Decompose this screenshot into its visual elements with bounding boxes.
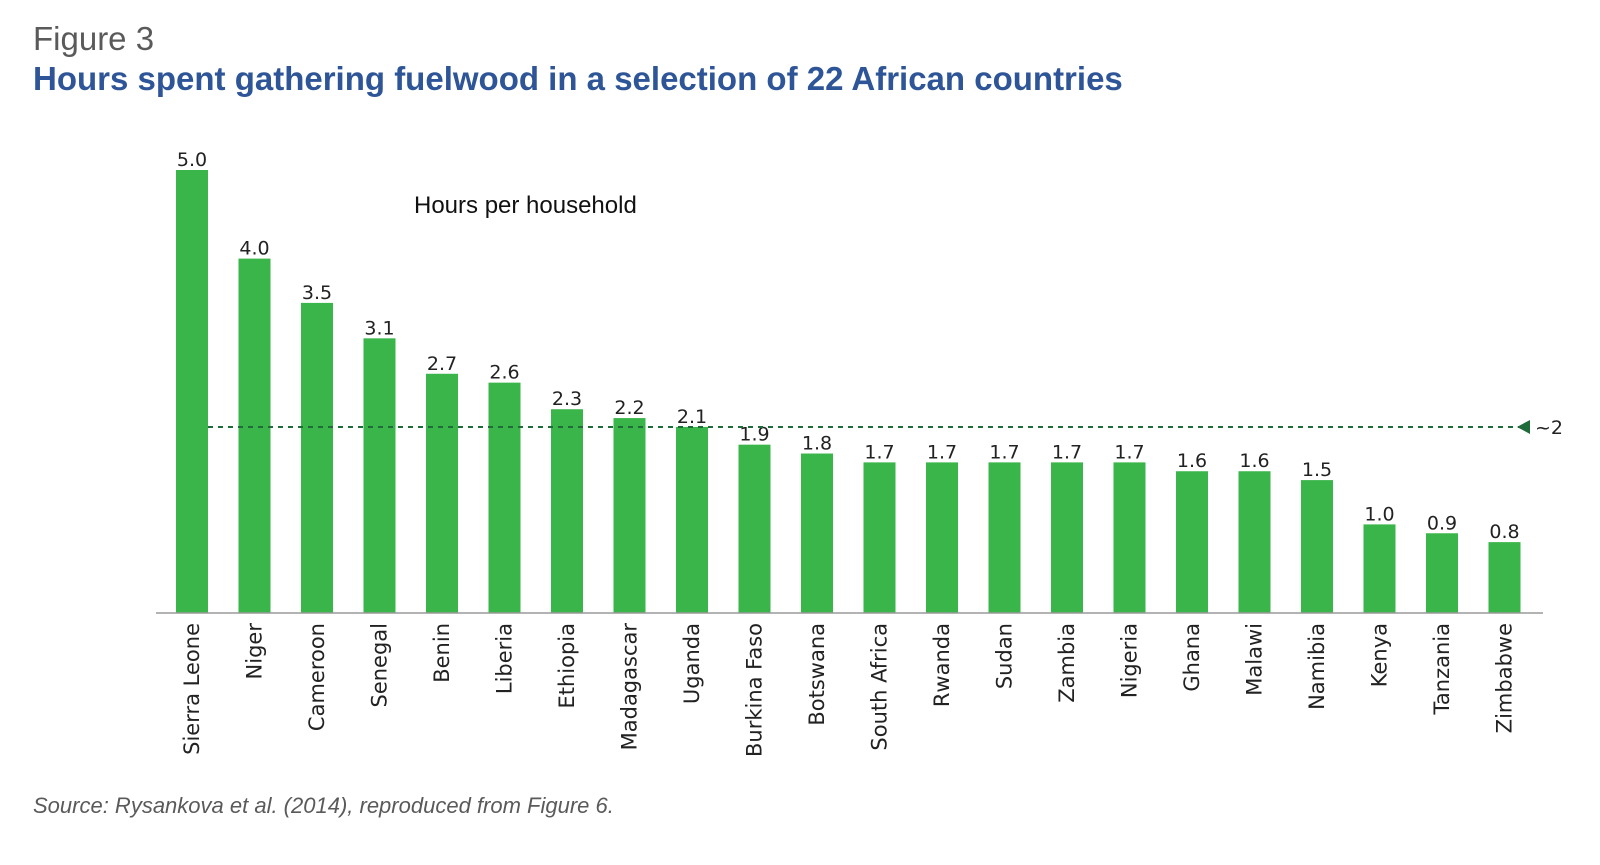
chart-title: Hours spent gathering fuelwood in a sele… <box>33 60 1123 97</box>
category-label-zimbabwe: Zimbabwe <box>1493 623 1517 733</box>
category-label-ghana: Ghana <box>1180 623 1204 692</box>
value-label-rwanda: 1.7 <box>927 441 957 463</box>
bar-sudan <box>988 462 1021 613</box>
value-label-nigeria: 1.7 <box>1114 441 1144 463</box>
category-label-sudan: Sudan <box>993 623 1017 689</box>
bar-tanzania <box>1426 533 1458 613</box>
category-label-sierra-leone: Sierra Leone <box>180 623 204 755</box>
bar-ethiopia <box>551 409 583 613</box>
value-label-senegal: 3.1 <box>364 317 394 339</box>
value-label-ghana: 1.6 <box>1177 450 1207 472</box>
category-label-niger: Niger <box>243 623 267 680</box>
bar-ghana <box>1176 471 1208 613</box>
reference-line-group: ~2 <box>208 417 1563 439</box>
category-label-uganda: Uganda <box>680 623 704 704</box>
bar-nigeria <box>1113 462 1146 613</box>
category-label-nigeria: Nigeria <box>1118 623 1142 698</box>
y-axis-label: Hours per household <box>414 192 637 219</box>
bars-group <box>176 170 1521 613</box>
value-label-botswana: 1.8 <box>802 433 832 455</box>
category-label-tanzania: Tanzania <box>1430 623 1454 715</box>
category-label-ethiopia: Ethiopia <box>555 623 579 709</box>
bar-namibia <box>1301 480 1333 613</box>
value-label-madagascar: 2.2 <box>614 397 644 419</box>
value-label-cameroon: 3.5 <box>302 282 332 304</box>
value-labels-group: 5.0 4.0 3.5 3.1 2.7 2.6 2.3 2.2 2.1 1.9 1.8 1.7 1.7 1… <box>177 149 1520 543</box>
value-label-namibia: 1.5 <box>1302 459 1332 481</box>
category-label-burkina-faso: Burkina Faso <box>743 623 767 757</box>
category-label-namibia: Namibia <box>1305 623 1329 710</box>
bar-benin <box>426 373 458 613</box>
bar-madagascar <box>613 418 646 613</box>
value-label-benin: 2.7 <box>427 353 457 375</box>
bar-sierra-leone <box>176 170 208 613</box>
bar-malawi <box>1238 471 1271 613</box>
category-label-south-africa: South Africa <box>868 623 892 751</box>
category-label-cameroon: Cameroon <box>305 623 329 731</box>
bar-kenya <box>1363 524 1396 613</box>
value-label-sierra-leone: 5.0 <box>177 149 207 171</box>
value-label-liberia: 2.6 <box>489 362 519 384</box>
category-label-madagascar: Madagascar <box>618 623 642 751</box>
bar-zimbabwe <box>1488 542 1521 613</box>
source-note: Source: Rysankova et al. (2014), reprodu… <box>33 793 614 818</box>
bar-burkina-faso <box>738 444 771 613</box>
value-label-sudan: 1.7 <box>989 441 1019 463</box>
value-label-malawi: 1.6 <box>1239 450 1269 472</box>
bar-south-africa <box>863 462 896 613</box>
bar-zambia <box>1051 462 1083 613</box>
value-label-south-africa: 1.7 <box>864 441 894 463</box>
value-label-kenya: 1.0 <box>1364 503 1394 525</box>
bar-rwanda <box>926 462 958 613</box>
bar-senegal <box>363 338 396 613</box>
bar-liberia <box>488 382 521 613</box>
category-label-zambia: Zambia <box>1055 623 1079 703</box>
category-label-senegal: Senegal <box>368 623 392 708</box>
category-labels-group: Sierra Leone Niger Cameroon Senegal Benin Lib… <box>180 623 1517 757</box>
value-label-niger: 4.0 <box>239 238 269 260</box>
value-label-zimbabwe: 0.8 <box>1489 521 1519 543</box>
reference-label: ~2 <box>1535 417 1563 439</box>
category-label-botswana: Botswana <box>805 623 829 726</box>
bar-niger <box>238 258 271 613</box>
bar-cameroon <box>301 302 333 613</box>
category-label-malawi: Malawi <box>1243 623 1267 696</box>
category-label-benin: Benin <box>430 623 454 683</box>
category-label-rwanda: Rwanda <box>930 623 954 707</box>
value-label-zambia: 1.7 <box>1052 441 1082 463</box>
category-label-liberia: Liberia <box>493 623 517 694</box>
bar-botswana <box>801 453 833 613</box>
value-label-ethiopia: 2.3 <box>552 388 582 410</box>
category-label-kenya: Kenya <box>1368 623 1392 687</box>
value-label-uganda: 2.1 <box>677 406 707 428</box>
reference-arrow-icon <box>1517 419 1530 434</box>
value-label-tanzania: 0.9 <box>1427 512 1457 534</box>
bar-uganda <box>676 426 708 613</box>
value-label-burkina-faso: 1.9 <box>739 424 769 446</box>
figure-label: Figure 3 <box>33 20 155 57</box>
